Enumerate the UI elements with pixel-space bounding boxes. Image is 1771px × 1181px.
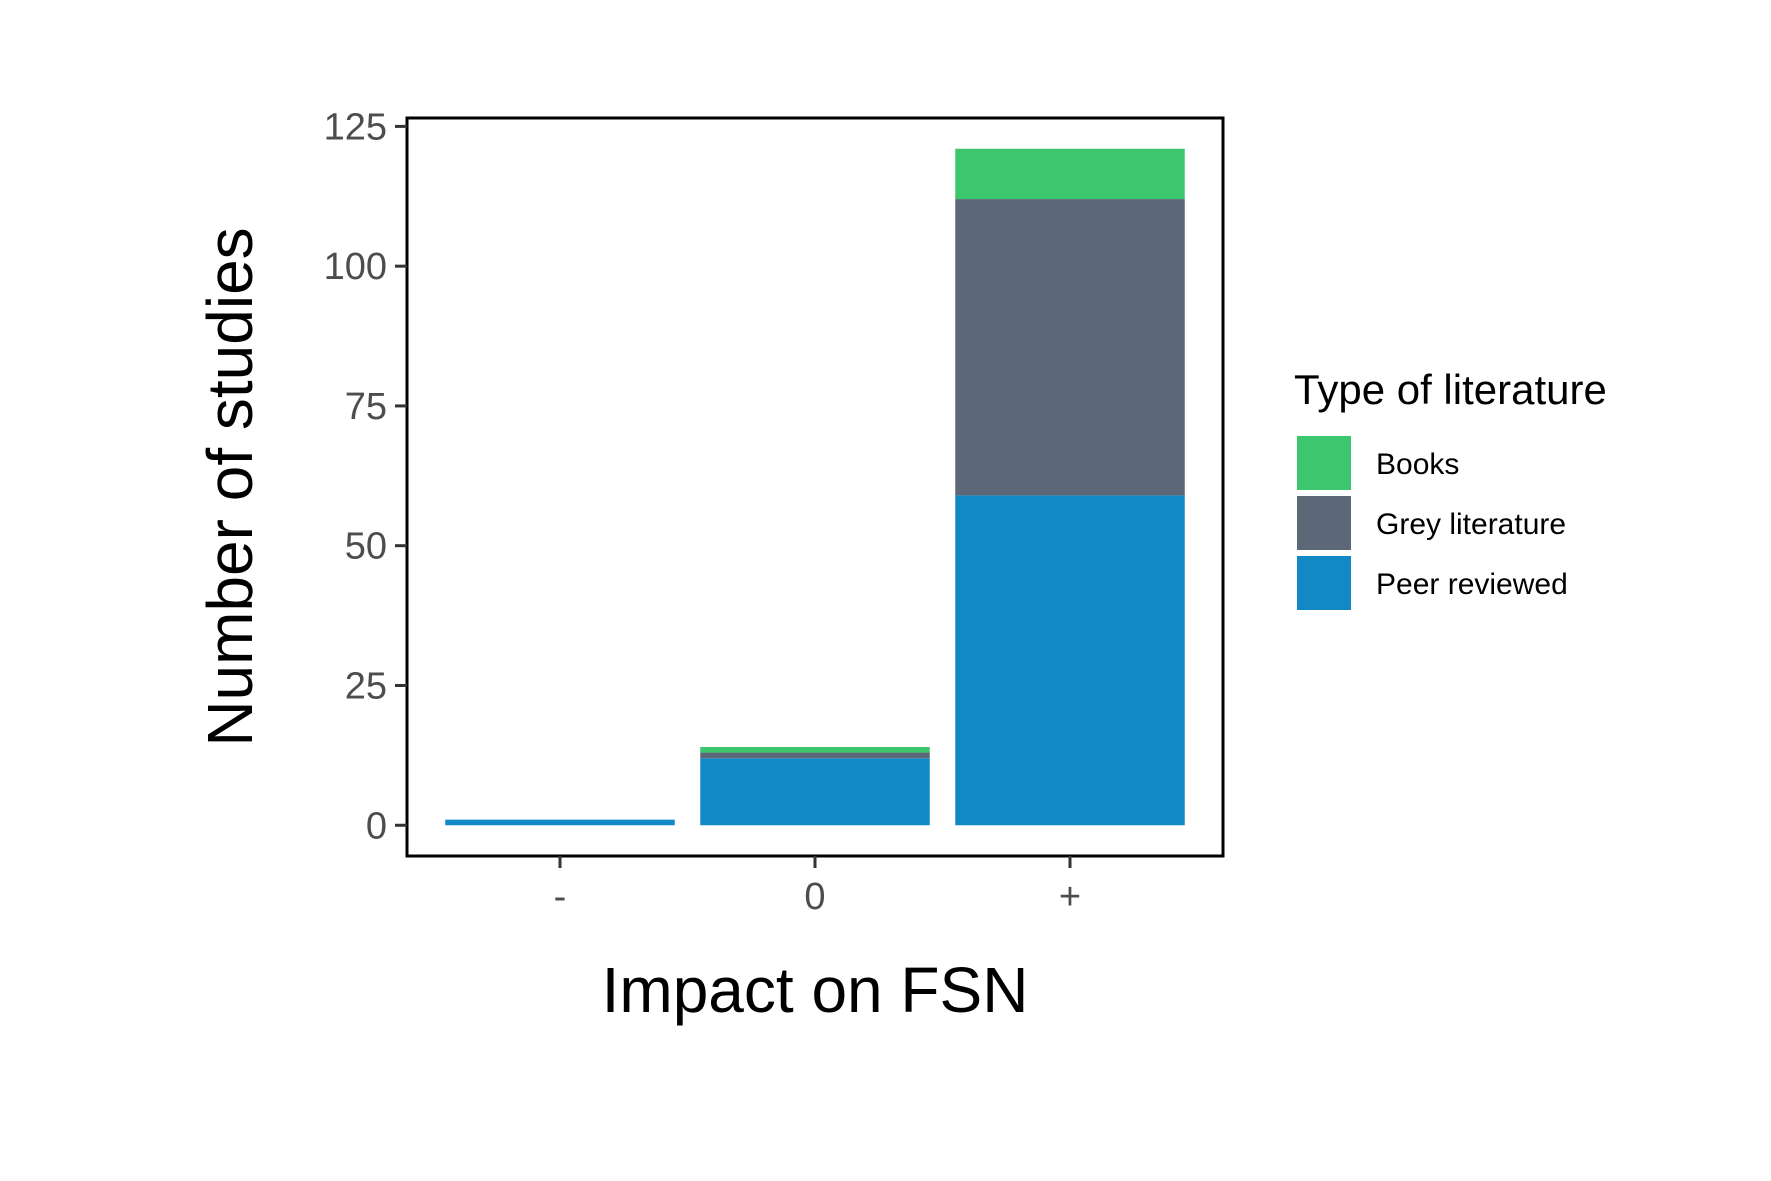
bar-segment-3-series-3 — [955, 148, 1185, 200]
legend-key — [1297, 496, 1351, 550]
bar-segment-3-series-1 — [955, 495, 1185, 826]
y-tick-label: 0 — [366, 805, 387, 847]
x-axis: - 0 + — [554, 856, 1081, 918]
bars-layer — [445, 148, 1185, 826]
legend-label: Books — [1376, 448, 1459, 481]
y-axis-title: Number of studies — [194, 227, 266, 746]
bar-segment-2-series-2 — [700, 752, 930, 759]
y-tick-label: 75 — [345, 386, 387, 428]
legend-label: Grey literature — [1376, 508, 1566, 541]
legend-title: Type of literature — [1294, 366, 1607, 413]
bar-segment-3-series-2 — [955, 199, 1185, 496]
bar-segment-2-series-1 — [700, 758, 930, 826]
legend-key — [1297, 436, 1351, 490]
bar-segment-2-series-3 — [700, 746, 930, 753]
x-tick-label: 0 — [804, 876, 825, 918]
y-tick-label: 100 — [324, 246, 387, 288]
legend-label: Peer reviewed — [1376, 568, 1568, 601]
y-tick-label: 125 — [324, 106, 387, 148]
legend-key — [1297, 556, 1351, 610]
y-axis: 0 25 50 75 100 125 — [324, 106, 407, 847]
x-tick-label: + — [1059, 876, 1081, 918]
bar-segment-1-series-1 — [445, 819, 675, 826]
y-tick-label: 25 — [345, 665, 387, 707]
legend: Type of literature Books Grey literature P… — [1294, 366, 1607, 610]
x-tick-label: - — [554, 876, 567, 918]
x-axis-title: Impact on FSN — [602, 954, 1029, 1026]
y-tick-label: 50 — [345, 526, 387, 568]
